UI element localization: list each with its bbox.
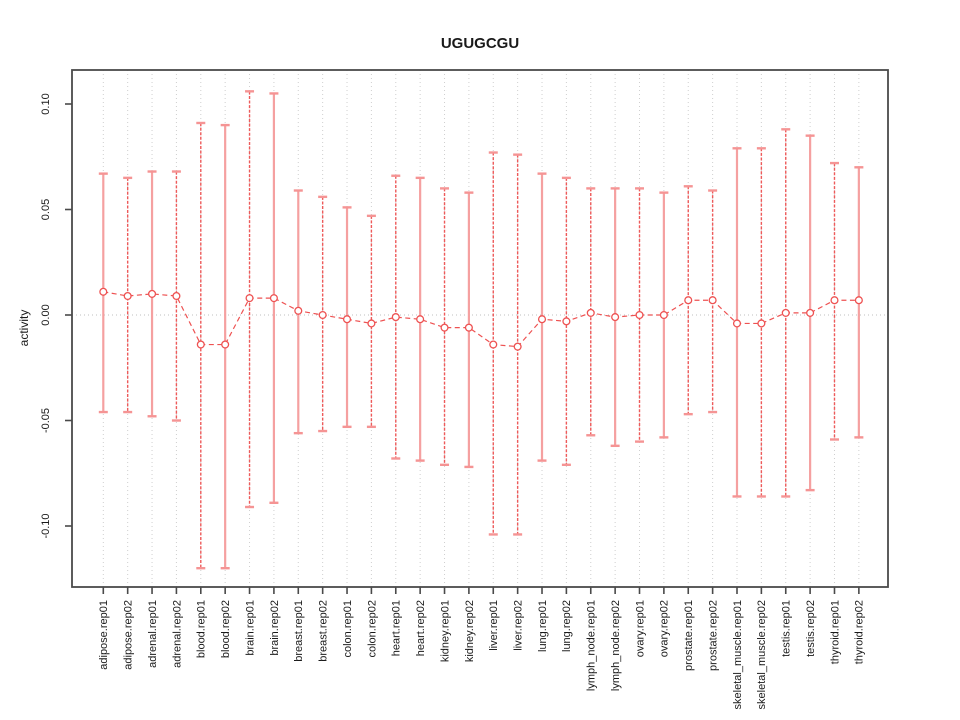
x-tick-label: adrenal.rep01 — [147, 600, 159, 668]
x-tick-label: skeletal_muscle.rep01 — [732, 600, 744, 709]
x-tick-label: prostate.rep01 — [683, 600, 695, 671]
data-point — [342, 315, 352, 324]
x-tick-label: thyroid.rep02 — [854, 600, 866, 664]
data-point — [830, 296, 839, 305]
y-tick-label: 0.00 — [40, 304, 52, 325]
data-point — [391, 313, 400, 322]
data-point — [635, 310, 644, 320]
grid-layer — [72, 70, 888, 587]
x-tick-label: blood.rep01 — [196, 600, 208, 658]
x-tick-label: breast.rep01 — [293, 600, 305, 662]
data-point — [172, 291, 181, 301]
plot-frame — [71, 69, 889, 588]
x-tick-label: lung.rep02 — [561, 600, 573, 652]
x-tick-label: heart.rep01 — [391, 600, 403, 656]
data-point — [489, 340, 498, 349]
x-tick-label: ovary.rep02 — [659, 600, 671, 657]
data-point — [732, 319, 742, 328]
x-tick-label: testis.rep02 — [805, 600, 817, 657]
data-point — [196, 340, 205, 349]
x-tick-label: skeletal_muscle.rep02 — [756, 600, 768, 709]
x-tick-label: prostate.rep02 — [707, 600, 719, 671]
chart-title: UGUGCGU — [441, 35, 519, 52]
data-point — [440, 323, 449, 332]
x-tick-label: thyroid.rep01 — [829, 600, 841, 664]
data-point — [806, 308, 815, 317]
data-point — [854, 296, 863, 305]
x-tick-label: adipose.rep01 — [98, 600, 110, 670]
x-tick-label: ovary.rep01 — [634, 600, 646, 657]
x-tick-label: breast.rep02 — [318, 600, 330, 662]
x-tick-label: testis.rep01 — [781, 600, 793, 657]
data-point — [464, 323, 473, 332]
x-tick-label: adipose.rep02 — [123, 600, 135, 670]
data-layer — [98, 90, 864, 570]
x-tick-label: colon.rep01 — [342, 600, 354, 658]
x-tick-label: brain.rep02 — [269, 600, 281, 656]
y-tick-label: -0.10 — [40, 513, 52, 538]
x-tick-label: lung.rep01 — [537, 600, 549, 652]
data-point — [294, 306, 303, 315]
series-line — [103, 291, 859, 348]
x-tick-label: brain.rep01 — [244, 600, 256, 656]
data-point — [245, 294, 254, 303]
y-tick-label: 0.05 — [40, 199, 52, 220]
x-tick-label: liver.rep02 — [512, 600, 524, 651]
data-point — [513, 342, 522, 351]
x-tick-label: kidney.rep01 — [439, 600, 451, 662]
data-point — [586, 308, 595, 317]
data-point — [367, 319, 376, 328]
data-point — [123, 291, 132, 301]
data-point — [757, 319, 766, 328]
data-point — [708, 296, 717, 305]
x-tick-label: kidney.rep02 — [464, 600, 476, 662]
x-tick-label: blood.rep02 — [220, 600, 232, 658]
frame-layer — [65, 69, 889, 594]
y-axis-label: activity — [17, 310, 31, 347]
x-tick-label: lymph_node.rep01 — [586, 600, 598, 691]
label-layer: 0.10 0.05 0.00 -0.05 -0.10 adipose.rep01 adipo… — [40, 93, 866, 709]
x-tick-label: liver.rep01 — [488, 600, 500, 651]
data-point — [562, 317, 571, 326]
y-tick-label: -0.05 — [40, 408, 52, 433]
data-point — [781, 308, 790, 317]
data-point — [269, 294, 278, 303]
data-point — [416, 315, 425, 324]
y-tick-label: 0.10 — [40, 93, 52, 114]
data-point — [659, 310, 668, 320]
data-point — [611, 313, 620, 322]
data-point — [537, 315, 547, 324]
data-point — [221, 340, 230, 349]
x-tick-label: adrenal.rep02 — [171, 600, 183, 668]
x-tick-label: heart.rep02 — [415, 600, 427, 656]
data-point — [318, 310, 327, 320]
data-point — [99, 287, 108, 296]
x-tick-label: colon.rep02 — [366, 600, 378, 658]
data-point — [684, 296, 693, 305]
data-point — [147, 289, 157, 298]
x-tick-label: lymph_node.rep02 — [610, 600, 622, 691]
